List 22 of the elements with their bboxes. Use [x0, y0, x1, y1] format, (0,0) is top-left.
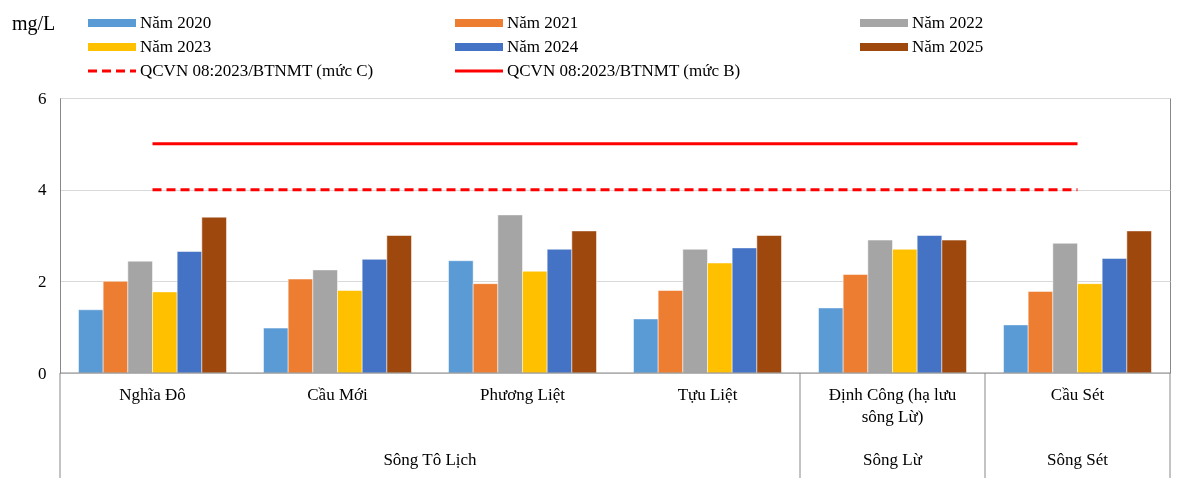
y-tick-label: 0 — [38, 363, 47, 383]
legend-label: Năm 2025 — [912, 37, 984, 56]
x-tick-label: Tựu Liệt — [677, 385, 738, 404]
text: Sông Sét — [1047, 450, 1109, 469]
legend-label: Năm 2023 — [140, 37, 212, 56]
text: Sông Tô Lịch — [383, 450, 478, 469]
x-tick-label: Phương Liệt — [480, 385, 566, 404]
legend-label: Năm 2024 — [507, 37, 579, 56]
legend-label: Năm 2021 — [507, 13, 579, 32]
y-tick-label: 2 — [38, 271, 47, 291]
text: Sông Lừ — [863, 450, 923, 469]
x-tick-label: Định Công (hạ lưu sông Lừ) — [828, 385, 957, 426]
legend-label: Năm 2020 — [140, 13, 212, 32]
y-tick-label: 6 — [38, 88, 47, 108]
legend-label: Năm 2022 — [912, 13, 984, 32]
text: QCVN 08:2023/BTNMT (mức C) — [140, 61, 374, 80]
x-tick-label: Cầu Mới — [307, 385, 369, 404]
y-tick-label: 4 — [38, 180, 47, 200]
x-tick-label: Cầu Sét — [1050, 385, 1105, 404]
y-axis-title: mg/L — [12, 12, 56, 35]
x-tick-label: Nghĩa Đô — [119, 385, 186, 404]
text: QCVN 08:2023/BTNMT (mức B) — [507, 61, 741, 80]
